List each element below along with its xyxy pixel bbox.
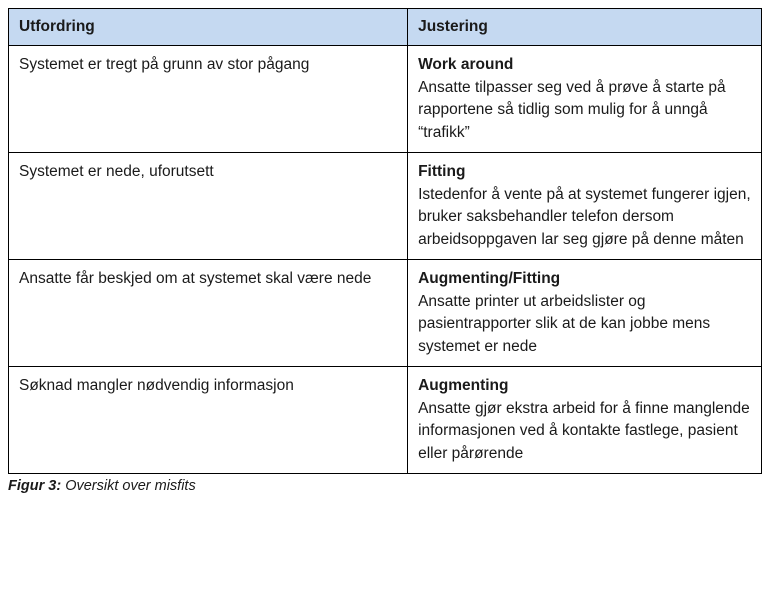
adjustment-cell: Fitting Istedenfor å vente på at systeme… [408, 153, 762, 260]
adjustment-cell: Augmenting Ansatte gjør ekstra arbeid fo… [408, 367, 762, 474]
adjustment-title: Fitting [418, 161, 751, 183]
table-row: Systemet er tregt på grunn av stor pågan… [9, 46, 762, 153]
caption-text: Oversikt over misfits [61, 478, 196, 494]
challenge-cell: Søknad mangler nødvendig informasjon [9, 367, 408, 474]
adjustment-description: Istedenfor å vente på at systemet funger… [418, 186, 751, 248]
challenge-cell: Systemet er nede, uforutsett [9, 153, 408, 260]
caption-label: Figur 3: [8, 478, 61, 494]
table-row: Søknad mangler nødvendig informasjon Aug… [9, 367, 762, 474]
adjustment-title: Work around [418, 54, 751, 76]
adjustment-cell: Work around Ansatte tilpasser seg ved å … [408, 46, 762, 153]
column-header-challenge: Utfordring [9, 9, 408, 46]
adjustment-description: Ansatte gjør ekstra arbeid for å finne m… [418, 400, 750, 462]
figure-caption: Figur 3: Oversikt over misfits [8, 478, 762, 494]
table-header-row: Utfordring Justering [9, 9, 762, 46]
adjustment-description: Ansatte printer ut arbeidslister og pasi… [418, 293, 710, 355]
adjustment-title: Augmenting [418, 375, 751, 397]
adjustment-cell: Augmenting/Fitting Ansatte printer ut ar… [408, 260, 762, 367]
adjustment-description: Ansatte tilpasser seg ved å prøve å star… [418, 79, 726, 141]
challenge-cell: Ansatte får beskjed om at systemet skal … [9, 260, 408, 367]
table-row: Ansatte får beskjed om at systemet skal … [9, 260, 762, 367]
misfits-table: Utfordring Justering Systemet er tregt p… [8, 8, 762, 474]
table-row: Systemet er nede, uforutsett Fitting Ist… [9, 153, 762, 260]
adjustment-title: Augmenting/Fitting [418, 268, 751, 290]
column-header-adjustment: Justering [408, 9, 762, 46]
challenge-cell: Systemet er tregt på grunn av stor pågan… [9, 46, 408, 153]
